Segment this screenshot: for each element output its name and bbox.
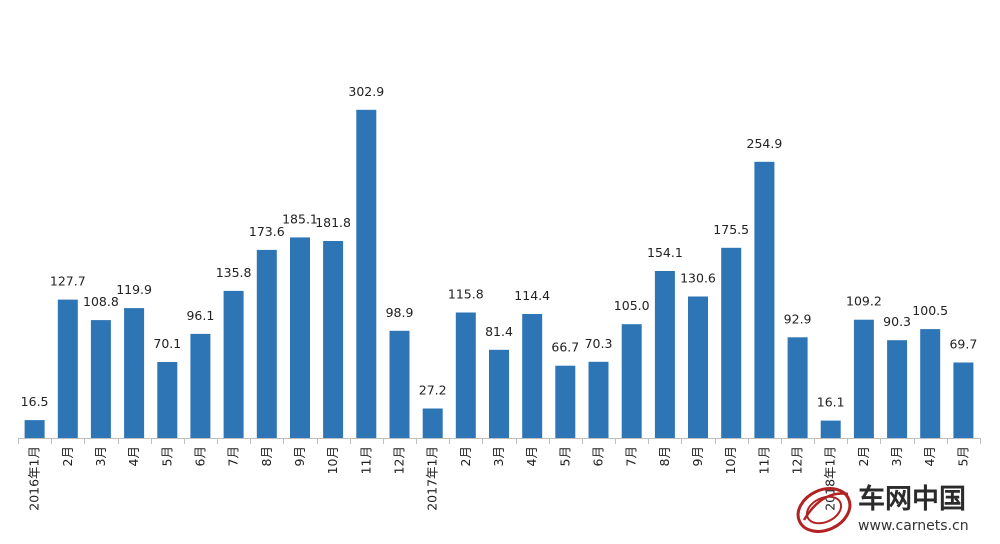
x-tick-label: 12月 <box>392 446 407 474</box>
bar-value-label: 27.2 <box>419 383 447 398</box>
bar <box>489 349 509 438</box>
bar-value-label: 119.9 <box>116 282 152 297</box>
x-tick-label: 3月 <box>93 446 108 466</box>
x-tick-label: 9月 <box>292 446 307 466</box>
bar-value-label: 302.9 <box>348 84 384 99</box>
bar <box>853 319 874 438</box>
bar-value-label: 154.1 <box>647 245 683 260</box>
carnets-logo-icon <box>796 487 852 533</box>
bar-value-label: 69.7 <box>949 337 977 352</box>
x-tick-label: 12月 <box>790 446 805 474</box>
bar <box>389 330 410 438</box>
bar-value-label: 98.9 <box>386 305 414 320</box>
bar-value-label: 105.0 <box>614 298 650 313</box>
bar <box>754 161 775 439</box>
bar <box>787 337 808 438</box>
bar <box>124 308 145 438</box>
bar-value-label: 16.5 <box>21 394 49 409</box>
x-tick-label: 4月 <box>524 446 539 466</box>
x-tick-label: 4月 <box>126 446 141 466</box>
bar <box>555 365 576 438</box>
x-tick-label: 2月 <box>458 446 473 466</box>
x-tick-label: 8月 <box>657 446 672 466</box>
bar <box>290 237 310 438</box>
bar <box>820 420 841 438</box>
bar-value-label: 173.6 <box>249 224 285 239</box>
x-tick-label: 2月 <box>856 446 871 466</box>
bar <box>157 362 178 438</box>
bar-value-label: 96.1 <box>186 308 214 323</box>
x-tick-label: 2016年1月 <box>27 446 42 511</box>
bar <box>688 296 708 438</box>
x-axis-ticks <box>18 438 981 444</box>
bar-value-label: 135.8 <box>216 265 252 280</box>
x-tick-label: 5月 <box>955 446 970 466</box>
bar <box>356 109 377 439</box>
x-tick-label: 2017年1月 <box>425 446 440 511</box>
bar-value-label: 70.3 <box>585 336 613 351</box>
bar-value-label: 100.5 <box>912 303 948 318</box>
bar <box>223 290 244 438</box>
bar <box>323 241 344 438</box>
bar-value-label: 130.6 <box>680 271 716 286</box>
x-tick-label: 3月 <box>491 446 506 466</box>
bar-value-label: 109.2 <box>846 294 882 309</box>
bar <box>588 361 609 438</box>
x-axis-tick-labels: 2016年1月 2月 3月 4月 5月 6月 7月 8月 9月 10月 11月 12月 2017年1月 2… <box>27 446 971 511</box>
bar-value-label: 16.1 <box>817 395 845 410</box>
x-tick-label: 3月 <box>889 446 904 466</box>
x-tick-label: 11月 <box>358 446 373 474</box>
bar-value-label: 127.7 <box>50 274 86 289</box>
x-tick-label: 6月 <box>192 446 207 466</box>
bar <box>256 249 277 438</box>
x-tick-label: 10月 <box>325 446 340 474</box>
bar <box>920 329 941 438</box>
x-tick-label: 2月 <box>60 446 75 466</box>
bar-value-label: 90.3 <box>883 314 911 329</box>
x-tick-label: 10月 <box>723 446 738 474</box>
carnets-watermark: 车网中国 www.carnets.cn <box>796 483 969 534</box>
bars-group <box>24 109 974 439</box>
bar-value-label: 108.8 <box>83 294 119 309</box>
bar-value-label: 66.7 <box>551 340 579 355</box>
x-tick-label: 9月 <box>690 446 705 466</box>
bar <box>57 299 78 438</box>
bar <box>621 324 642 438</box>
bar-value-label: 254.9 <box>747 136 783 151</box>
x-tick-label: 5月 <box>159 446 174 466</box>
x-tick-label: 5月 <box>557 446 572 466</box>
bar-value-label: 81.4 <box>485 324 513 339</box>
bar <box>422 408 443 438</box>
bar <box>190 333 211 438</box>
bar-value-label: 70.1 <box>153 336 181 351</box>
x-tick-label: 7月 <box>226 446 241 466</box>
bar-value-label: 175.5 <box>713 222 749 237</box>
bar-value-label: 114.4 <box>514 288 550 303</box>
bar <box>24 420 45 438</box>
bar <box>654 271 675 438</box>
watermark-url: www.carnets.cn <box>858 518 969 534</box>
bar <box>522 314 543 438</box>
bar <box>887 340 908 438</box>
bar-value-label: 185.1 <box>282 211 318 226</box>
x-tick-label: 8月 <box>259 446 274 466</box>
bar-value-label: 181.8 <box>315 215 351 230</box>
watermark-brand: 车网中国 <box>858 483 966 515</box>
bar-value-label: 92.9 <box>784 311 812 326</box>
bar <box>455 312 476 438</box>
x-tick-label: 4月 <box>922 446 937 466</box>
x-tick-label: 11月 <box>756 446 771 474</box>
bar <box>953 362 974 438</box>
x-tick-label: 7月 <box>624 446 639 466</box>
bar <box>721 247 742 438</box>
bar-value-label: 115.8 <box>448 287 484 302</box>
x-tick-label: 6月 <box>591 446 606 466</box>
bar <box>90 320 111 438</box>
